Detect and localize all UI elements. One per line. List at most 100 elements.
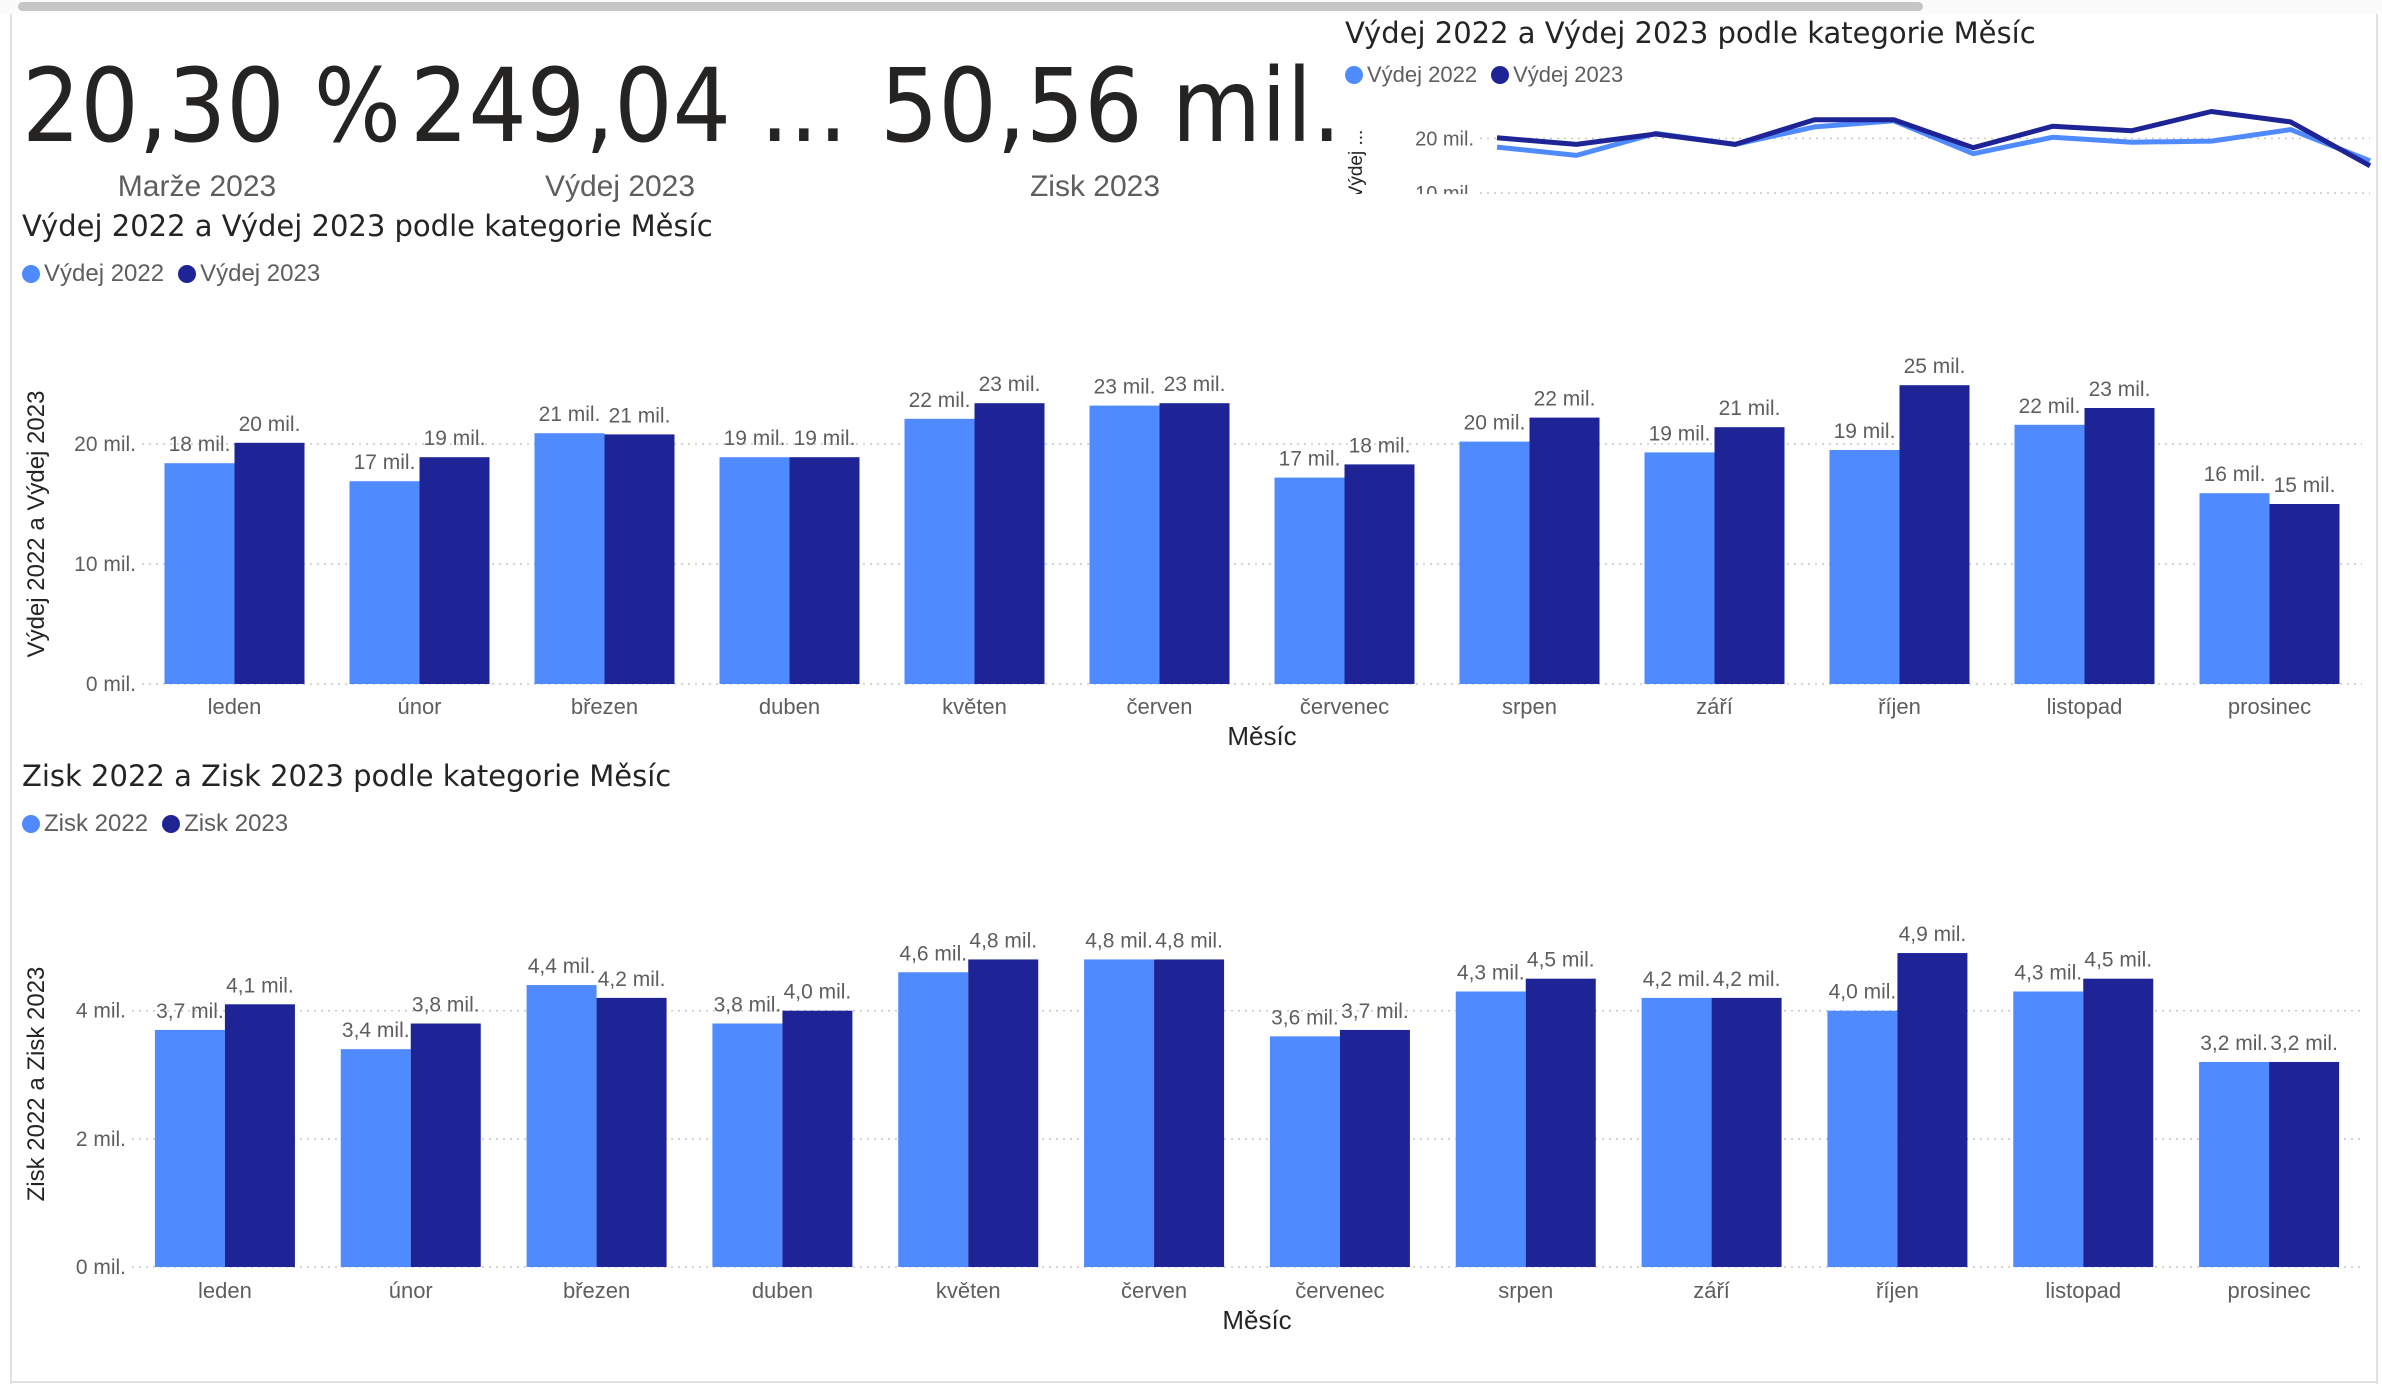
- legend-item[interactable]: Výdej 2022: [1345, 62, 1477, 88]
- chart-title: Výdej 2022 a Výdej 2023 podle kategorie …: [22, 209, 713, 243]
- y-tick-label: 10 mil.: [74, 553, 136, 576]
- bar: [1455, 991, 1526, 1267]
- data-label: 4,9 mil.: [1899, 923, 1967, 946]
- x-tick-label: únor: [397, 694, 441, 719]
- legend-item[interactable]: Výdej 2023: [178, 260, 320, 288]
- x-axis-title: Měsíc: [1222, 1305, 1291, 1334]
- data-label: 3,8 mil.: [714, 994, 782, 1017]
- legend-dot-icon: [22, 815, 40, 833]
- data-label: 22 mil.: [1534, 388, 1596, 411]
- kpi-label: Marže 2023: [117, 170, 277, 203]
- x-tick-label: leden: [198, 1278, 252, 1303]
- data-label: 23 mil.: [2089, 378, 2151, 401]
- data-label: 4,8 mil.: [1085, 929, 1153, 952]
- x-tick-label: září: [1696, 694, 1733, 719]
- x-axis-title: Měsíc: [1227, 721, 1296, 751]
- bar: [154, 1029, 225, 1267]
- bar: [1154, 959, 1225, 1267]
- bar: [1525, 978, 1596, 1267]
- y-tick-label: 20 mil.: [74, 433, 136, 456]
- line-chart-panel[interactable]: Výdej 2022 a Výdej 2023 podle kategorie …: [1340, 14, 2376, 194]
- chart-legend: Zisk 2022 Zisk 2023: [22, 810, 302, 838]
- data-label: 4,3 mil.: [1457, 961, 1525, 984]
- x-tick-label: duben: [752, 1278, 813, 1303]
- kpi-card-marze[interactable]: 20,30 % Marže 2023: [22, 47, 401, 204]
- legend-dot-icon: [1491, 66, 1510, 84]
- x-tick-label: červen: [1126, 694, 1192, 719]
- bar: [1274, 477, 1345, 684]
- data-label: 20 mil.: [239, 413, 301, 436]
- data-label: 3,6 mil.: [1271, 1006, 1339, 1029]
- legend-item[interactable]: Výdej 2023: [1491, 62, 1623, 88]
- bar: [1459, 441, 1530, 684]
- data-label: 19 mil.: [424, 427, 486, 450]
- data-label: 23 mil.: [1164, 373, 1226, 396]
- kpi-card-zisk[interactable]: 50,56 mil. Zisk 2023: [880, 56, 1341, 204]
- data-label: 4,5 mil.: [1527, 949, 1595, 972]
- scrollbar-thumb[interactable]: [18, 2, 1923, 11]
- kpi-value: 249,04 ...: [410, 47, 848, 166]
- bar: [349, 481, 420, 684]
- data-label: 22 mil.: [909, 389, 971, 412]
- legend-item[interactable]: Zisk 2023: [162, 810, 288, 838]
- data-label: 4,2 mil.: [1643, 968, 1711, 991]
- bar: [2084, 408, 2155, 684]
- kpi-label: Výdej 2023: [544, 170, 696, 203]
- series-line: [1496, 109, 2372, 168]
- data-label: 4,3 mil.: [2014, 961, 2082, 984]
- data-label: 4,4 mil.: [528, 955, 596, 978]
- kpi-label: Zisk 2023: [1029, 170, 1161, 203]
- bar-chart-vydej: 0 mil. 10 mil. 20 mil. Výdej 2022 a Výdej 2…: [23, 355, 2362, 751]
- bar-chart-zisk-panel[interactable]: Zisk 2022 a Zisk 2023 podle kategorie Mě…: [12, 754, 2376, 1334]
- bar: [712, 1023, 783, 1267]
- bar: [898, 972, 969, 1267]
- legend-label: Výdej 2023: [200, 260, 321, 287]
- kpi-value: 20,30 %: [22, 47, 401, 166]
- bar-chart-vydej-panel[interactable]: Výdej 2022 a Výdej 2023 podle kategorie …: [12, 204, 2376, 764]
- x-tick-label: srpen: [1502, 694, 1557, 719]
- bar: [2014, 424, 2085, 684]
- data-label: 21 mil.: [539, 403, 601, 426]
- bar: [2199, 493, 2270, 684]
- x-tick-label: říjen: [1876, 1278, 1919, 1303]
- data-label: 3,2 mil.: [2270, 1032, 2338, 1055]
- y-tick-label: 0 mil.: [76, 1256, 126, 1279]
- bar: [1899, 385, 1970, 684]
- data-label: 3,4 mil.: [342, 1019, 410, 1042]
- x-tick-label: leden: [208, 694, 262, 719]
- y-axis-title: Výdej 2022 a Výdej 2023: [23, 391, 50, 658]
- legend-label: Výdej 2022: [1367, 62, 1478, 87]
- x-tick-label: listopad: [2047, 694, 2123, 719]
- kpi-card-vydej[interactable]: 249,04 ... Výdej 2023: [410, 47, 848, 204]
- data-label: 18 mil.: [169, 433, 231, 456]
- legend-dot-icon: [22, 265, 40, 283]
- data-label: 22 mil.: [2019, 395, 2081, 418]
- chart-title: Výdej 2022 a Výdej 2023 podle kategorie …: [1345, 16, 2036, 50]
- bar: [1339, 1029, 1410, 1267]
- bar: [604, 434, 675, 684]
- x-tick-label: květen: [936, 1278, 1001, 1303]
- legend-item[interactable]: Zisk 2022: [22, 810, 148, 838]
- data-label: 4,8 mil.: [969, 929, 1037, 952]
- series-line: [1496, 118, 2371, 164]
- data-label: 19 mil.: [794, 427, 856, 450]
- legend-dot-icon: [1345, 66, 1363, 84]
- data-label: 19 mil.: [724, 427, 786, 450]
- data-label: 18 mil.: [1349, 434, 1411, 457]
- data-label: 15 mil.: [2274, 474, 2336, 497]
- legend-dot-icon: [178, 265, 197, 283]
- bar: [1529, 417, 1600, 684]
- x-tick-label: říjen: [1878, 694, 1921, 719]
- legend-label: Zisk 2023: [184, 810, 289, 837]
- x-tick-label: prosinec: [2228, 1278, 2311, 1303]
- x-tick-label: květen: [942, 694, 1007, 719]
- bar: [1827, 1010, 1898, 1267]
- legend-item[interactable]: Výdej 2022: [22, 260, 164, 288]
- data-label: 4,8 mil.: [1155, 929, 1223, 952]
- legend-label: Zisk 2022: [44, 810, 149, 837]
- bar: [526, 985, 597, 1267]
- x-tick-label: listopad: [2045, 1278, 2121, 1303]
- data-label: 4,1 mil.: [226, 974, 294, 997]
- data-label: 4,0 mil.: [784, 981, 852, 1004]
- horizontal-scrollbar[interactable]: [0, 0, 2382, 14]
